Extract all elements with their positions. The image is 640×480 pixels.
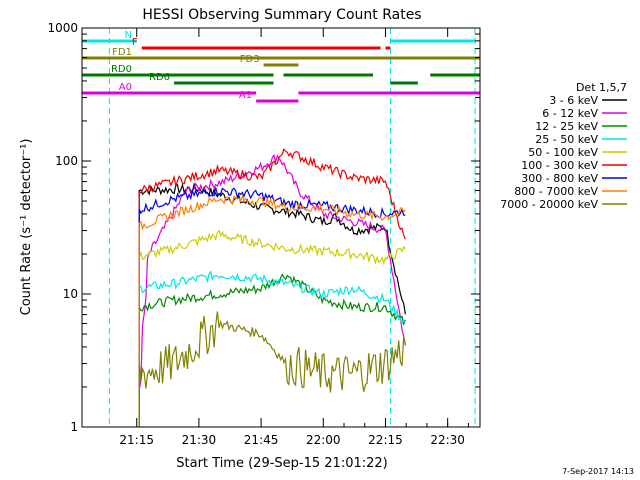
flag-label: A0: [119, 82, 132, 93]
legend-title: Det 1,5,7: [576, 81, 627, 94]
y-tick-label: 1: [70, 420, 78, 434]
series-line-5: [138, 147, 406, 428]
legend-label: 6 - 12 keV: [542, 107, 598, 120]
timestamp-stamp: 7-Sep-2017 14:13: [562, 467, 634, 476]
y-tick-label: 100: [55, 154, 78, 168]
legend-label: 3 - 6 keV: [549, 94, 598, 107]
flag-label: A1: [239, 90, 252, 101]
flag-label: FD1: [112, 47, 132, 58]
series-line-4: [138, 229, 406, 428]
legend-label: 100 - 300 keV: [521, 159, 598, 172]
series-line-8: [138, 311, 406, 428]
plot-frame: [81, 27, 481, 428]
x-tick-label: 22:15: [368, 433, 403, 447]
flag-label: FD3: [240, 54, 260, 65]
traces-layer: [108, 28, 476, 428]
legend-label: 7000 - 20000 keV: [500, 198, 598, 211]
legend-label: 12 - 25 keV: [535, 120, 598, 133]
legend-label: 50 - 100 keV: [528, 146, 598, 159]
legend-label: 800 - 7000 keV: [514, 185, 598, 198]
chart-title: HESSI Observing Summary Count Rates: [142, 7, 421, 23]
legend-label: 300 - 800 keV: [521, 172, 598, 185]
y-tick-label: 1000: [47, 21, 78, 35]
series-line-3: [138, 270, 406, 428]
legend-label: 25 - 50 keV: [535, 133, 598, 146]
x-tick-label: 21:15: [119, 433, 154, 447]
y-axis-label: Count Rate (s⁻¹ detector⁻¹): [19, 139, 34, 316]
x-axis-label: Start Time (29-Sep-15 21:01:22): [176, 456, 387, 471]
series-line-6: [138, 187, 406, 428]
axes: 1 10 100 1000 21:15 21:30 21:45 22:00 22:15 22:30: [47, 21, 480, 447]
series-line-0: [138, 181, 406, 428]
x-tick-label: 22:00: [306, 433, 341, 447]
x-tick-label: 22:30: [430, 433, 465, 447]
series-line-2: [138, 273, 406, 428]
y-tick-label: 10: [63, 287, 78, 301]
flag-label: RD0: [111, 64, 132, 75]
x-tick-label: 21:45: [244, 433, 279, 447]
flag-label: N: [125, 30, 132, 41]
flag-label: F: [132, 37, 138, 48]
flag-label: RD6: [149, 72, 170, 83]
x-tick-label: 21:30: [182, 433, 217, 447]
series-line-7: [138, 193, 406, 428]
